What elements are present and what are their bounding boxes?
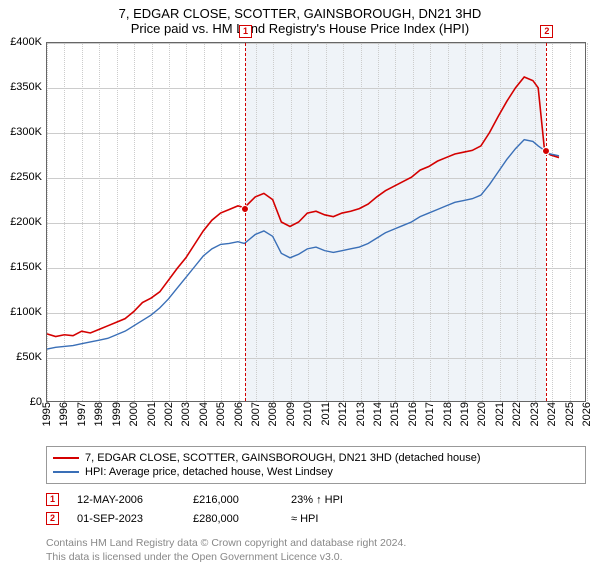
x-tick-label: 2023 [527,402,541,426]
marker-line-1 [245,43,246,401]
y-tick-label: £150K [10,261,46,273]
x-tick-label: 1996 [56,402,70,426]
chart-container: 7, EDGAR CLOSE, SCOTTER, GAINSBOROUGH, D… [0,0,600,560]
chart-title: 7, EDGAR CLOSE, SCOTTER, GAINSBOROUGH, D… [0,0,600,21]
sale-price: £216,000 [193,494,273,506]
y-tick-label: £100K [10,306,46,318]
x-tick-label: 2003 [178,402,192,426]
y-tick-label: £250K [10,171,46,183]
sale-marker-box: 1 [46,493,59,506]
sales-table: 1 12-MAY-2006 £216,000 23% ↑ HPI 2 01-SEP-202… [46,490,586,528]
x-tick-label: 2021 [492,402,506,426]
x-tick-label: 2024 [544,402,558,426]
x-tick-label: 2017 [422,402,436,426]
plot-box: 12 [46,42,586,402]
x-tick-label: 2016 [405,402,419,426]
legend-label: 7, EDGAR CLOSE, SCOTTER, GAINSBOROUGH, D… [85,452,481,464]
chart-subtitle: Price paid vs. HM Land Registry's House … [0,21,600,42]
x-tick-label: 2000 [126,402,140,426]
marker-dot-1 [241,205,249,213]
legend-box: 7, EDGAR CLOSE, SCOTTER, GAINSBOROUGH, D… [46,446,586,484]
marker-dot-2 [542,147,550,155]
y-tick-label: £200K [10,216,46,228]
legend-swatch [53,471,79,473]
x-tick-label: 2006 [231,402,245,426]
sale-pct: 23% ↑ HPI [291,494,371,506]
x-tick-label: 1998 [91,402,105,426]
x-tick-label: 2005 [213,402,227,426]
license-line-2: This data is licensed under the Open Gov… [46,550,586,564]
x-tick-label: 2020 [474,402,488,426]
x-tick-label: 2015 [387,402,401,426]
license-line-1: Contains HM Land Registry data © Crown c… [46,536,586,550]
x-tick-label: 2022 [509,402,523,426]
sale-price: £280,000 [193,513,273,525]
y-tick-label: £400K [10,36,46,48]
x-tick-label: 2008 [265,402,279,426]
x-tick-label: 2018 [440,402,454,426]
chart-plot-area: 12 £0£50K£100K£150K£200K£250K£300K£350K£… [46,42,586,402]
sale-date: 12-MAY-2006 [77,494,175,506]
legend-swatch [53,457,79,459]
x-tick-label: 1995 [39,402,53,426]
x-tick-label: 2025 [562,402,576,426]
legend-row: HPI: Average price, detached house, West… [53,465,579,479]
x-tick-label: 2007 [248,402,262,426]
y-tick-label: £350K [10,81,46,93]
x-tick-label: 2011 [318,402,332,426]
y-tick-label: £300K [10,126,46,138]
x-tick-label: 2026 [579,402,593,426]
x-tick-label: 2019 [457,402,471,426]
x-tick-label: 2004 [196,402,210,426]
marker-box-2: 2 [540,25,553,38]
x-tick-label: 2012 [335,402,349,426]
x-tick-label: 2013 [353,402,367,426]
legend-label: HPI: Average price, detached house, West… [85,466,333,478]
legend-row: 7, EDGAR CLOSE, SCOTTER, GAINSBOROUGH, D… [53,451,579,465]
x-tick-label: 1999 [109,402,123,426]
marker-box-1: 1 [239,25,252,38]
y-tick-label: £50K [16,351,46,363]
sale-pct: ≈ HPI [291,513,371,525]
sale-date: 01-SEP-2023 [77,513,175,525]
x-tick-label: 2010 [300,402,314,426]
x-tick-label: 1997 [74,402,88,426]
sale-row: 2 01-SEP-2023 £280,000 ≈ HPI [46,509,586,528]
x-tick-label: 2009 [283,402,297,426]
line-series-svg [47,43,585,401]
x-tick-label: 2014 [370,402,384,426]
x-tick-label: 2001 [144,402,158,426]
marker-line-2 [546,43,547,401]
series-hpi [47,140,559,349]
series-subject [47,77,559,337]
sale-row: 1 12-MAY-2006 £216,000 23% ↑ HPI [46,490,586,509]
x-tick-label: 2002 [161,402,175,426]
sale-marker-box: 2 [46,512,59,525]
